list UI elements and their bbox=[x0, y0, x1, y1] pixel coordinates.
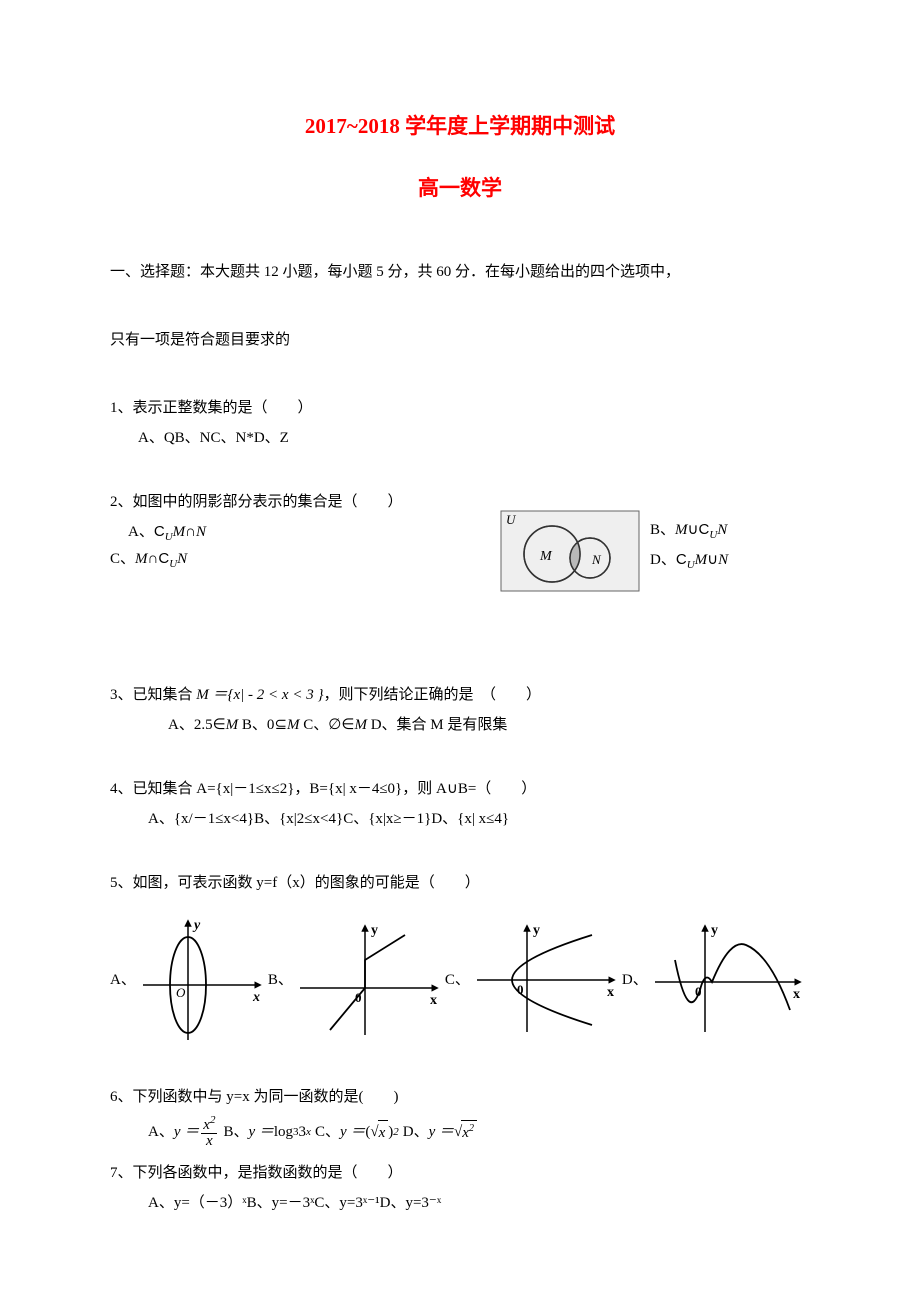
q2-optC-mid: ∩ bbox=[148, 551, 159, 567]
svg-text:0: 0 bbox=[517, 982, 524, 997]
svg-text:O: O bbox=[176, 985, 186, 1000]
q2-optB-mid: ∪ bbox=[688, 522, 699, 538]
question-2: 2、如图中的阴影部分表示的集合是（ ） A、CUM∩N C、M∩CUN U M … bbox=[110, 490, 810, 643]
q2-stem: 2、如图中的阴影部分表示的集合是（ ） bbox=[110, 490, 810, 514]
svg-text:U: U bbox=[506, 512, 517, 527]
q3-optD: D、集合 M 是有限集 bbox=[371, 717, 508, 733]
q5-fig-D: y x 0 bbox=[650, 920, 805, 1040]
q6-yeq2: y ＝ bbox=[248, 1120, 273, 1144]
q6-stem: 6、下列函数中与 y=x 为同一函数的是( ) bbox=[110, 1085, 810, 1109]
q7-options: A、y=（－3）ˣB、y=－3ˣC、y=3ˣ⁻¹D、y=3⁻ˣ bbox=[148, 1191, 810, 1215]
q3-stem-pre: 3、已知集合 bbox=[110, 687, 196, 703]
instr-line2: 只有一项是符合题目要求的 bbox=[110, 332, 290, 348]
q4-options: A、{x/－1≤x<4}B、{x|2≤x<4}C、{x|x≥－1}D、{x| x… bbox=[148, 807, 810, 831]
svg-text:y: y bbox=[711, 923, 718, 938]
q3-set: M ＝{x| - 2 < x < 3 } bbox=[196, 687, 323, 703]
svg-text:x: x bbox=[793, 987, 800, 1002]
emptyset-icon: ∅ bbox=[328, 716, 341, 733]
q6-yeq1: y ＝ bbox=[174, 1120, 199, 1144]
q2-optD-pre: D、 bbox=[650, 552, 676, 568]
exam-title-main: 2017~2018 学年度上学期期中测试 bbox=[110, 110, 810, 144]
q6-yeq3: y ＝ bbox=[340, 1120, 365, 1144]
q5-label-A: A、 bbox=[110, 968, 136, 992]
question-7: 7、下列各函数中，是指数函数的是（ ） A、y=（－3）ˣB、y=－3ˣC、y=… bbox=[110, 1161, 810, 1215]
fraction-icon: x2x bbox=[201, 1115, 217, 1149]
q3-options: A、2.5∈M B、0⊆M C、∅∈M D、集合 M 是有限集 bbox=[168, 713, 810, 737]
q3-stem-post: ，则下列结论正确的是 （ ） bbox=[323, 687, 541, 703]
q2-optD-mid: ∪ bbox=[707, 552, 718, 568]
q3-M1: M bbox=[226, 717, 239, 733]
q5-label-B: B、 bbox=[268, 968, 293, 992]
q6-log: log bbox=[274, 1120, 293, 1144]
q2-options-left: A、CUM∩N C、M∩CUN bbox=[110, 520, 490, 573]
q5-fig-A: y x O bbox=[138, 915, 268, 1045]
q6-optA: A、 y ＝ x2x bbox=[148, 1115, 219, 1149]
q5-label-D: D、 bbox=[622, 968, 648, 992]
section-instructions: 一、选择题：本大题共 12 小题，每小题 5 分，共 60 分．在每小题给出的四… bbox=[110, 260, 810, 284]
q3-M3: M bbox=[354, 717, 367, 733]
exam-title-sub: 高一数学 bbox=[110, 172, 810, 206]
q6-C-pre: C、 bbox=[315, 1120, 340, 1144]
q6-D-pre: D、 bbox=[403, 1120, 429, 1144]
q5-stem: 5、如图，可表示函数 y=f（x）的图象的可能是（ ） bbox=[110, 871, 810, 895]
q6-B-pre: B、 bbox=[223, 1120, 248, 1144]
q3-optB: B、0 bbox=[242, 717, 275, 733]
q2-optB-pre: B、 bbox=[650, 522, 675, 538]
q3-stem: 3、已知集合 M ＝{x| - 2 < x < 3 }，则下列结论正确的是 （ … bbox=[110, 683, 810, 707]
svg-text:y: y bbox=[192, 918, 201, 933]
q5-label-C: C、 bbox=[445, 968, 470, 992]
q2-options-right: B、M∪CUN D、CUM∪N bbox=[650, 516, 728, 576]
q2-optA-post: ∩ bbox=[185, 524, 196, 540]
q4-stem: 4、已知集合 A={x|－1≤x≤2}，B={x| x－4≤0}，则 A∪B=（… bbox=[110, 777, 810, 801]
svg-text:y: y bbox=[533, 923, 540, 938]
q6-A-pre: A、 bbox=[148, 1120, 174, 1144]
q6-paren-sup: 2 bbox=[393, 1124, 399, 1142]
q3-M2: M bbox=[287, 717, 300, 733]
svg-text:0: 0 bbox=[695, 984, 702, 999]
q6-optC: C、 y ＝ (√x)2 bbox=[315, 1120, 399, 1145]
q5-fig-C: y x 0 bbox=[472, 920, 622, 1040]
svg-text:N: N bbox=[591, 552, 602, 567]
svg-text:M: M bbox=[539, 549, 553, 564]
question-5: 5、如图，可表示函数 y=f（x）的图象的可能是（ ） A、 y x O B、 … bbox=[110, 871, 810, 1045]
section-instructions-2: 只有一项是符合题目要求的 bbox=[110, 328, 810, 352]
q6-three: 3 bbox=[299, 1120, 307, 1144]
q2-optC-pre: C、 bbox=[110, 551, 135, 567]
q1-options: A、QB、NC、N*D、Z bbox=[138, 426, 810, 450]
q2-venn-diagram: U M N bbox=[500, 510, 640, 600]
q1-stem: 1、表示正整数集的是（ ） bbox=[110, 396, 810, 420]
question-6: 6、下列函数中与 y=x 为同一函数的是( ) A、 y ＝ x2x B、 y … bbox=[110, 1085, 810, 1149]
q6-yeq4: y ＝ bbox=[429, 1120, 454, 1144]
q6-expx: x bbox=[306, 1124, 311, 1142]
q7-stem: 7、下列各函数中，是指数函数的是（ ） bbox=[110, 1161, 810, 1185]
q6-optD: D、 y ＝ √x2 bbox=[403, 1120, 477, 1145]
question-1: 1、表示正整数集的是（ ） A、QB、NC、N*D、Z bbox=[110, 396, 810, 450]
q6-options: A、 y ＝ x2x B、 y ＝ log33x C、 y ＝ (√x)2 D、… bbox=[148, 1115, 810, 1149]
element-of-icon: ∈ bbox=[213, 716, 226, 733]
question-4: 4、已知集合 A={x|－1≤x≤2}，B={x| x－4≤0}，则 A∪B=（… bbox=[110, 777, 810, 831]
element-of-icon2: ∈ bbox=[341, 716, 354, 733]
q3-optA: A、2.5 bbox=[168, 717, 213, 733]
sqrt-icon2: √x2 bbox=[454, 1120, 477, 1145]
subset-icon: ⊆ bbox=[274, 716, 287, 733]
q2-optA-pre: A、 bbox=[128, 524, 154, 540]
q6-optB: B、 y ＝ log33x bbox=[223, 1120, 311, 1144]
svg-text:x: x bbox=[430, 993, 437, 1008]
q5-figures: A、 y x O B、 y x 0 C、 y x 0 bbox=[110, 915, 810, 1045]
svg-text:0: 0 bbox=[355, 990, 362, 1005]
svg-text:x: x bbox=[252, 990, 260, 1005]
question-3: 3、已知集合 M ＝{x| - 2 < x < 3 }，则下列结论正确的是 （ … bbox=[110, 683, 810, 737]
instr-line1: 一、选择题：本大题共 12 小题，每小题 5 分，共 60 分．在每小题给出的四… bbox=[110, 264, 680, 280]
q3-optC: C、 bbox=[303, 717, 328, 733]
svg-text:y: y bbox=[371, 923, 378, 938]
q5-fig-B: y x 0 bbox=[295, 920, 445, 1040]
svg-text:x: x bbox=[607, 985, 614, 1000]
sqrt-icon: √x bbox=[370, 1120, 388, 1145]
